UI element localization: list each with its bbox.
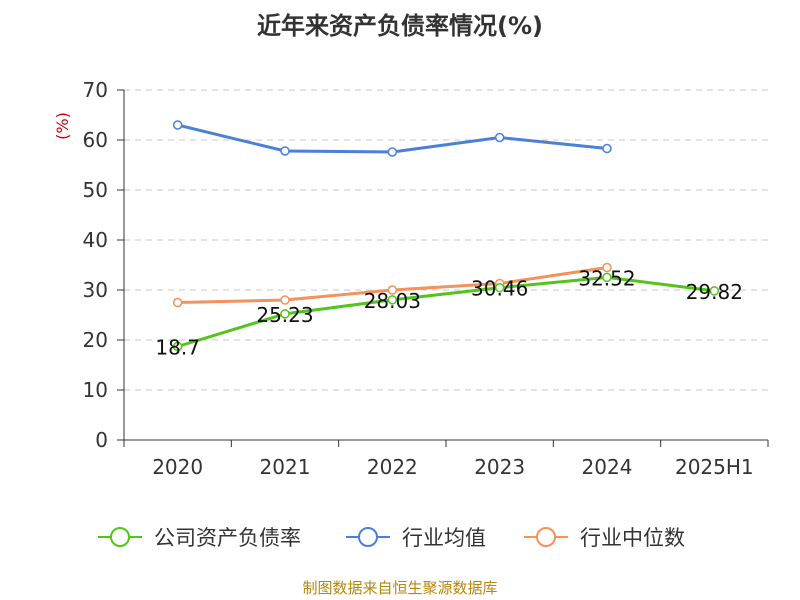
data-point [387, 295, 398, 305]
legend-marker [358, 527, 378, 547]
y-tick-label: 60 [83, 128, 108, 152]
y-tick-label: 30 [83, 278, 108, 302]
y-tick-label: 70 [83, 78, 108, 102]
data-point [280, 146, 290, 156]
data-point [602, 272, 612, 283]
y-tick-label: 20 [83, 328, 108, 352]
legend-marker [536, 527, 556, 547]
legend-label: 公司资产负债率 [154, 526, 301, 550]
data-label: 30.46 [471, 277, 528, 301]
data-label: 32.52 [578, 266, 635, 290]
y-tick-label: 40 [83, 228, 108, 252]
y-tick-label: 0 [95, 428, 108, 452]
x-tick-label: 2024 [582, 455, 633, 479]
data-point [494, 132, 505, 143]
data-point [602, 262, 612, 273]
data-label: 25.23 [256, 303, 313, 327]
data-point [172, 341, 183, 352]
y-tick-label: 50 [83, 178, 108, 202]
y-tick-label: 10 [83, 378, 108, 402]
x-tick-label: 2023 [474, 455, 525, 479]
legend-label: 行业中位数 [580, 526, 685, 550]
x-tick-label: 2020 [152, 455, 203, 479]
data-point [709, 286, 720, 296]
source-note: 制图数据来自恒生聚源数据库 [302, 579, 498, 597]
data-point [387, 147, 398, 157]
x-tick-label: 2022 [367, 455, 418, 479]
data-point [387, 285, 398, 295]
legend-marker [110, 527, 130, 547]
data-point [602, 143, 612, 154]
data-point [280, 295, 290, 305]
x-tick-label: 2021 [260, 455, 311, 479]
data-point [494, 282, 505, 293]
data-point [172, 120, 183, 130]
data-point [172, 297, 183, 308]
x-tick-label: 2025H1 [675, 455, 754, 479]
data-label: 29.82 [686, 280, 743, 304]
y-axis-label: (%) [53, 112, 72, 140]
data-point [280, 309, 290, 319]
legend-label: 行业均值 [402, 526, 486, 550]
data-label: 28.03 [364, 289, 421, 313]
data-label: 18.7 [155, 336, 200, 360]
chart-title: 近年来资产负债率情况(%) [257, 12, 543, 40]
series-line-0 [177, 275, 715, 348]
